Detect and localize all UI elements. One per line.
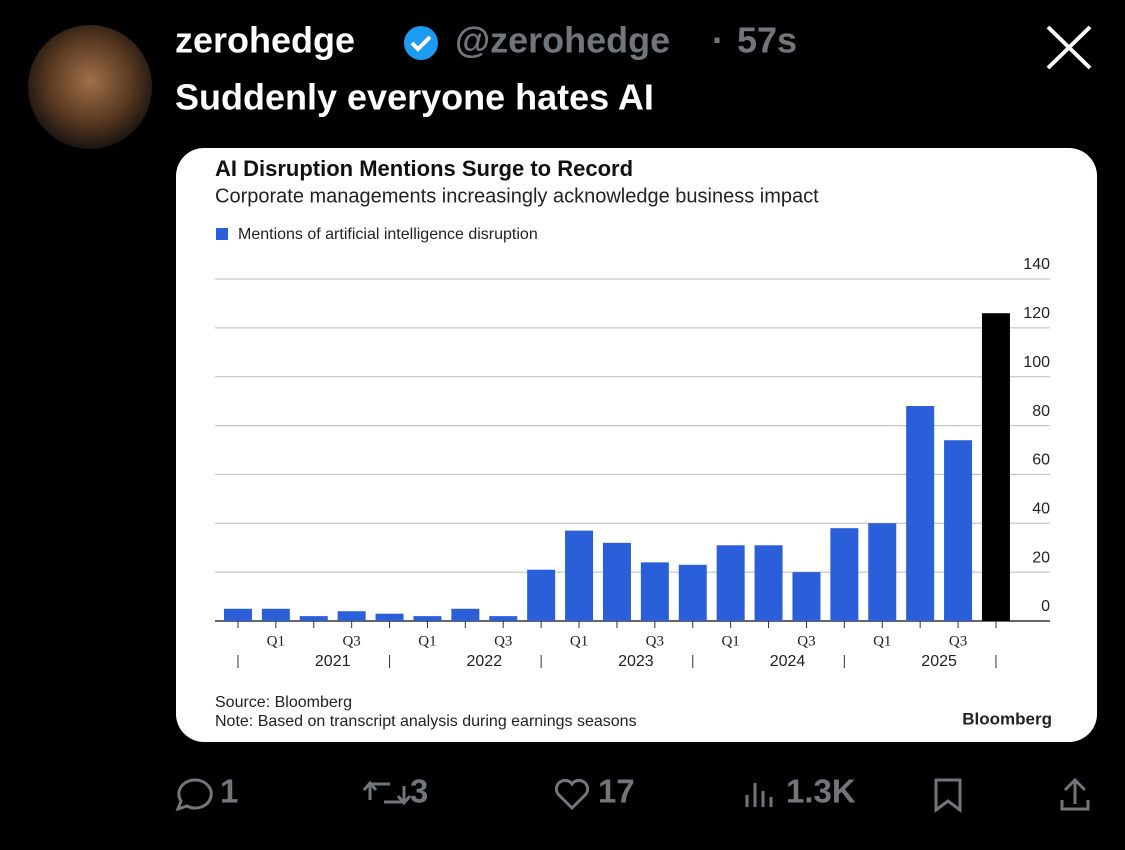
author-name[interactable]: zerohedge <box>175 20 355 61</box>
bar <box>830 528 859 621</box>
year-label: 2021 <box>315 653 351 670</box>
y-tick-label: 40 <box>1032 501 1050 518</box>
x-tick-label: Q1 <box>721 633 739 649</box>
year-label: 2024 <box>770 653 806 670</box>
x-tick-label: Q3 <box>646 633 664 649</box>
note: Note: Based on transcript analysis durin… <box>215 713 637 730</box>
bar <box>451 608 480 621</box>
bar <box>527 569 556 621</box>
source: Source: Bloomberg <box>215 694 352 711</box>
x-tick-label: Q3 <box>797 633 815 649</box>
year-label: 2022 <box>467 653 503 670</box>
x-logo <box>1046 25 1092 70</box>
repost-button[interactable]: 3 <box>362 773 428 810</box>
chart-card[interactable] <box>176 148 1097 742</box>
bookmark-button[interactable] <box>934 778 962 813</box>
y-tick-label: 20 <box>1032 549 1050 566</box>
avatar[interactable] <box>28 25 152 149</box>
x-tick-label: Q3 <box>342 633 360 649</box>
bar <box>981 313 1010 621</box>
y-tick-label: 60 <box>1032 452 1050 469</box>
bar <box>375 613 404 621</box>
y-tick-label: 100 <box>1023 354 1050 371</box>
bar <box>602 542 631 621</box>
tweet-text: Suddenly everyone hates AI <box>175 77 654 118</box>
legend-swatch <box>216 228 228 240</box>
y-tick-label: 0 <box>1041 598 1050 615</box>
bar <box>565 530 594 621</box>
like-button[interactable]: 17 <box>554 773 635 811</box>
bar <box>906 406 935 621</box>
x-tick-label: Q3 <box>949 633 967 649</box>
chart-title: AI Disruption Mentions Surge to Record <box>215 156 633 181</box>
bar <box>299 616 328 621</box>
bar <box>792 572 821 621</box>
bar <box>337 611 366 621</box>
year-label: 2023 <box>618 653 654 670</box>
bar <box>678 564 707 621</box>
x-tick-label: Q3 <box>494 633 512 649</box>
like-count: 17 <box>598 773 635 810</box>
x-tick-label: Q1 <box>873 633 891 649</box>
bar <box>716 545 745 621</box>
separator: · <box>712 20 724 61</box>
bar <box>868 523 897 621</box>
x-tick-label: Q1 <box>267 633 285 649</box>
y-tick-label: 140 <box>1023 256 1050 273</box>
view-count: 1.3K <box>786 773 856 810</box>
handle[interactable]: @zerohedge <box>455 20 670 61</box>
share-button[interactable] <box>1060 777 1090 811</box>
timestamp[interactable]: 57s <box>737 20 797 61</box>
bar <box>754 545 783 621</box>
bar <box>261 608 290 621</box>
bar <box>223 608 252 621</box>
views-button[interactable]: 1.3K <box>745 773 856 810</box>
y-tick-label: 80 <box>1032 403 1050 420</box>
bar <box>413 616 442 621</box>
bar <box>944 440 973 621</box>
legend-label: Mentions of artificial intelligence disr… <box>238 226 538 243</box>
year-label: 2025 <box>921 653 957 670</box>
verified-badge <box>404 26 438 60</box>
x-tick-label: Q1 <box>570 633 588 649</box>
repost-count: 3 <box>410 773 428 810</box>
brand: Bloomberg <box>962 709 1052 728</box>
x-tick-label: Q1 <box>418 633 436 649</box>
bar <box>640 562 669 621</box>
bar <box>489 616 518 621</box>
plot: 0 20 40 60 80 100 120 140 Q1 Q3 Q1 Q3 Q1 Q3 Q1 Q3 Q1 Q3 20… <box>215 256 1050 670</box>
reply-count: 1 <box>220 773 238 810</box>
reply-button[interactable]: 1 <box>175 773 238 812</box>
y-tick-label: 120 <box>1023 305 1050 322</box>
chart-subtitle: Corporate managements increasingly ackno… <box>215 185 819 207</box>
